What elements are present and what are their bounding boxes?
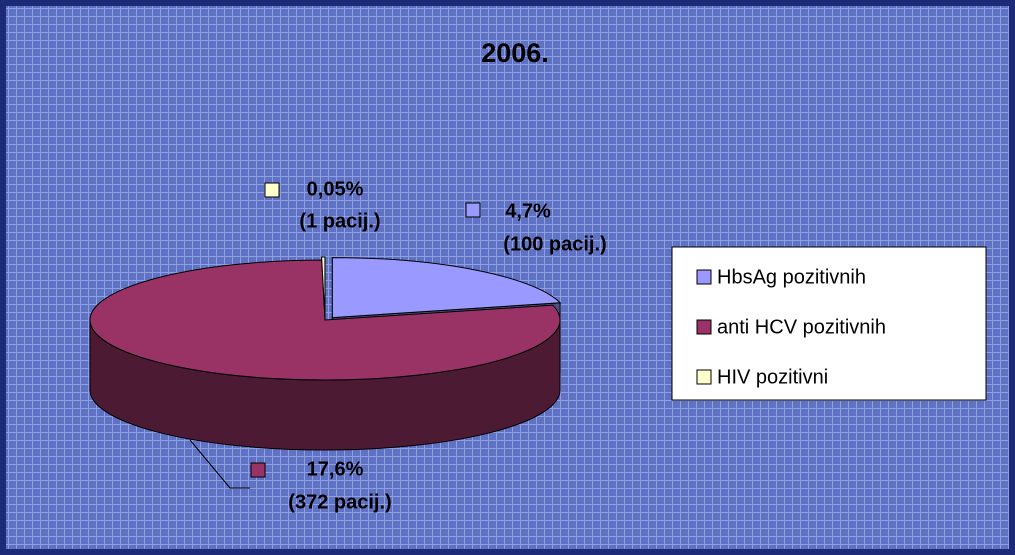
legend-label: HbsAg pozitivnih (717, 266, 866, 288)
slice (331, 257, 562, 319)
label-key (465, 202, 481, 218)
slice (89, 259, 561, 381)
legend-swatch (696, 369, 712, 385)
data-label: 17,6% (307, 458, 364, 480)
leader-line (189, 439, 250, 489)
data-label: 0,05% (307, 178, 364, 200)
legend-label: anti HCV pozitivnih (717, 316, 886, 338)
legend-label: HIV pozitivni (717, 366, 828, 388)
legend-swatch (696, 269, 712, 285)
chart-title: 2006. (481, 38, 549, 68)
slice (321, 256, 326, 317)
label-key (264, 182, 280, 198)
count-label: (1 pacij.) (299, 210, 380, 232)
label-key (250, 462, 266, 478)
data-label: 4,7% (505, 200, 551, 222)
legend-swatch (696, 319, 712, 335)
legend-box (671, 246, 987, 401)
count-label: (100 pacij.) (503, 233, 606, 255)
count-label: (372 pacij.) (288, 491, 391, 513)
